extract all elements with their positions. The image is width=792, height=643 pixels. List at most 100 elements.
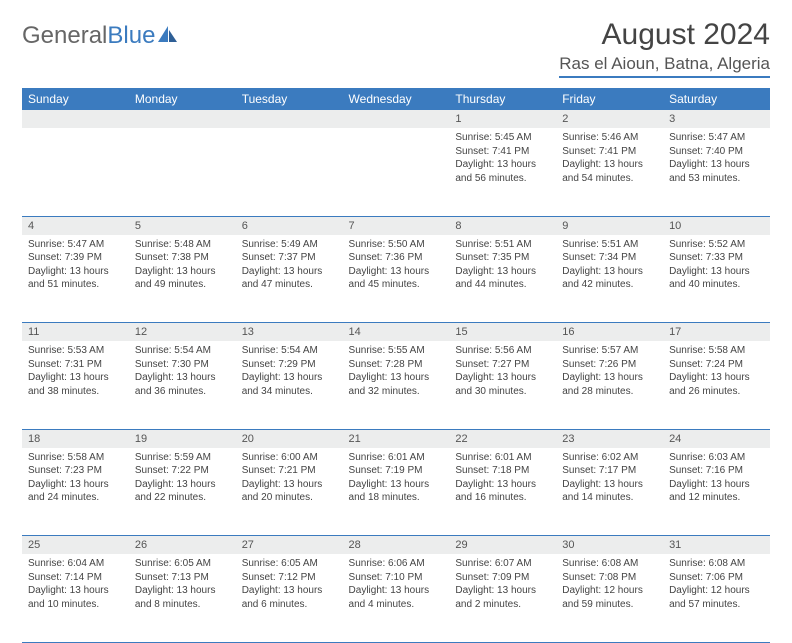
day-details: Sunrise: 5:54 AMSunset: 7:29 PMDaylight:… [236, 341, 343, 403]
day-number-cell [343, 110, 450, 128]
day-number-cell: 6 [236, 216, 343, 235]
day-number-cell: 13 [236, 323, 343, 342]
week-content-row: Sunrise: 5:45 AMSunset: 7:41 PMDaylight:… [22, 128, 770, 216]
week-content-row: Sunrise: 5:53 AMSunset: 7:31 PMDaylight:… [22, 341, 770, 429]
day-details: Sunrise: 6:01 AMSunset: 7:19 PMDaylight:… [343, 448, 450, 510]
day-body-cell: Sunrise: 6:02 AMSunset: 7:17 PMDaylight:… [556, 448, 663, 536]
day-body-cell: Sunrise: 6:01 AMSunset: 7:18 PMDaylight:… [449, 448, 556, 536]
brand-part2: Blue [107, 22, 155, 50]
week-content-row: Sunrise: 5:47 AMSunset: 7:39 PMDaylight:… [22, 235, 770, 323]
day-number-cell: 14 [343, 323, 450, 342]
day-details: Sunrise: 5:52 AMSunset: 7:33 PMDaylight:… [663, 235, 770, 297]
day-number-cell: 28 [343, 536, 450, 555]
brand-part1: General [22, 22, 107, 50]
day-body-cell [22, 128, 129, 216]
header: GeneralBlue August 2024 Ras el Aioun, Ba… [22, 18, 770, 78]
day-number-cell: 9 [556, 216, 663, 235]
day-number-cell: 11 [22, 323, 129, 342]
day-body-cell: Sunrise: 5:54 AMSunset: 7:30 PMDaylight:… [129, 341, 236, 429]
day-number-cell: 24 [663, 429, 770, 448]
day-details: Sunrise: 5:56 AMSunset: 7:27 PMDaylight:… [449, 341, 556, 403]
day-body-cell: Sunrise: 6:00 AMSunset: 7:21 PMDaylight:… [236, 448, 343, 536]
day-number-cell: 1 [449, 110, 556, 128]
day-number-cell [22, 110, 129, 128]
day-body-cell: Sunrise: 6:01 AMSunset: 7:19 PMDaylight:… [343, 448, 450, 536]
day-details: Sunrise: 5:50 AMSunset: 7:36 PMDaylight:… [343, 235, 450, 297]
day-body-cell: Sunrise: 6:04 AMSunset: 7:14 PMDaylight:… [22, 554, 129, 642]
day-body-cell: Sunrise: 6:05 AMSunset: 7:13 PMDaylight:… [129, 554, 236, 642]
week-daynum-row: 45678910 [22, 216, 770, 235]
week-daynum-row: 25262728293031 [22, 536, 770, 555]
day-details: Sunrise: 5:47 AMSunset: 7:40 PMDaylight:… [663, 128, 770, 190]
day-body-cell: Sunrise: 5:58 AMSunset: 7:23 PMDaylight:… [22, 448, 129, 536]
day-details: Sunrise: 5:57 AMSunset: 7:26 PMDaylight:… [556, 341, 663, 403]
brand-logo: GeneralBlue [22, 18, 179, 50]
day-number-cell: 26 [129, 536, 236, 555]
day-number-cell: 16 [556, 323, 663, 342]
calendar-table: SundayMondayTuesdayWednesdayThursdayFrid… [22, 88, 770, 643]
day-body-cell: Sunrise: 5:52 AMSunset: 7:33 PMDaylight:… [663, 235, 770, 323]
day-body-cell: Sunrise: 6:03 AMSunset: 7:16 PMDaylight:… [663, 448, 770, 536]
day-details: Sunrise: 5:51 AMSunset: 7:35 PMDaylight:… [449, 235, 556, 297]
day-details: Sunrise: 5:54 AMSunset: 7:30 PMDaylight:… [129, 341, 236, 403]
day-details: Sunrise: 6:02 AMSunset: 7:17 PMDaylight:… [556, 448, 663, 510]
day-number-cell: 10 [663, 216, 770, 235]
day-header: Tuesday [236, 88, 343, 110]
day-body-cell [236, 128, 343, 216]
day-details: Sunrise: 5:59 AMSunset: 7:22 PMDaylight:… [129, 448, 236, 510]
day-details: Sunrise: 6:03 AMSunset: 7:16 PMDaylight:… [663, 448, 770, 510]
day-number-cell: 15 [449, 323, 556, 342]
day-body-cell: Sunrise: 5:46 AMSunset: 7:41 PMDaylight:… [556, 128, 663, 216]
day-number-cell: 18 [22, 429, 129, 448]
day-body-cell: Sunrise: 6:07 AMSunset: 7:09 PMDaylight:… [449, 554, 556, 642]
day-body-cell [343, 128, 450, 216]
day-number-cell [129, 110, 236, 128]
week-daynum-row: 11121314151617 [22, 323, 770, 342]
day-details: Sunrise: 6:07 AMSunset: 7:09 PMDaylight:… [449, 554, 556, 616]
day-body-cell: Sunrise: 5:58 AMSunset: 7:24 PMDaylight:… [663, 341, 770, 429]
day-number-cell [236, 110, 343, 128]
day-body-cell: Sunrise: 5:50 AMSunset: 7:36 PMDaylight:… [343, 235, 450, 323]
day-details: Sunrise: 6:01 AMSunset: 7:18 PMDaylight:… [449, 448, 556, 510]
day-details: Sunrise: 5:47 AMSunset: 7:39 PMDaylight:… [22, 235, 129, 297]
day-number-cell: 29 [449, 536, 556, 555]
day-number-cell: 22 [449, 429, 556, 448]
day-details: Sunrise: 6:04 AMSunset: 7:14 PMDaylight:… [22, 554, 129, 616]
day-body-cell: Sunrise: 6:08 AMSunset: 7:06 PMDaylight:… [663, 554, 770, 642]
day-body-cell: Sunrise: 5:48 AMSunset: 7:38 PMDaylight:… [129, 235, 236, 323]
day-details: Sunrise: 6:08 AMSunset: 7:06 PMDaylight:… [663, 554, 770, 616]
month-title: August 2024 [559, 18, 770, 52]
title-block: August 2024 Ras el Aioun, Batna, Algeria [559, 18, 770, 78]
day-body-cell: Sunrise: 5:55 AMSunset: 7:28 PMDaylight:… [343, 341, 450, 429]
day-body-cell: Sunrise: 5:51 AMSunset: 7:35 PMDaylight:… [449, 235, 556, 323]
sail-icon [157, 22, 179, 50]
week-daynum-row: 18192021222324 [22, 429, 770, 448]
day-number-cell: 7 [343, 216, 450, 235]
day-number-cell: 12 [129, 323, 236, 342]
day-details: Sunrise: 6:06 AMSunset: 7:10 PMDaylight:… [343, 554, 450, 616]
day-body-cell: Sunrise: 6:06 AMSunset: 7:10 PMDaylight:… [343, 554, 450, 642]
calendar-head: SundayMondayTuesdayWednesdayThursdayFrid… [22, 88, 770, 110]
location: Ras el Aioun, Batna, Algeria [559, 54, 770, 78]
day-details: Sunrise: 5:58 AMSunset: 7:23 PMDaylight:… [22, 448, 129, 510]
week-content-row: Sunrise: 6:04 AMSunset: 7:14 PMDaylight:… [22, 554, 770, 642]
day-details: Sunrise: 6:00 AMSunset: 7:21 PMDaylight:… [236, 448, 343, 510]
day-body-cell: Sunrise: 5:51 AMSunset: 7:34 PMDaylight:… [556, 235, 663, 323]
day-details: Sunrise: 6:05 AMSunset: 7:12 PMDaylight:… [236, 554, 343, 616]
day-body-cell: Sunrise: 5:53 AMSunset: 7:31 PMDaylight:… [22, 341, 129, 429]
day-number-cell: 31 [663, 536, 770, 555]
day-details: Sunrise: 6:08 AMSunset: 7:08 PMDaylight:… [556, 554, 663, 616]
day-number-cell: 21 [343, 429, 450, 448]
day-details: Sunrise: 5:51 AMSunset: 7:34 PMDaylight:… [556, 235, 663, 297]
day-number-cell: 4 [22, 216, 129, 235]
day-details: Sunrise: 5:46 AMSunset: 7:41 PMDaylight:… [556, 128, 663, 190]
day-details: Sunrise: 6:05 AMSunset: 7:13 PMDaylight:… [129, 554, 236, 616]
day-header: Saturday [663, 88, 770, 110]
day-header: Thursday [449, 88, 556, 110]
day-body-cell: Sunrise: 5:57 AMSunset: 7:26 PMDaylight:… [556, 341, 663, 429]
week-content-row: Sunrise: 5:58 AMSunset: 7:23 PMDaylight:… [22, 448, 770, 536]
day-body-cell: Sunrise: 5:45 AMSunset: 7:41 PMDaylight:… [449, 128, 556, 216]
day-body-cell: Sunrise: 5:49 AMSunset: 7:37 PMDaylight:… [236, 235, 343, 323]
day-body-cell: Sunrise: 5:47 AMSunset: 7:39 PMDaylight:… [22, 235, 129, 323]
day-number-cell: 5 [129, 216, 236, 235]
